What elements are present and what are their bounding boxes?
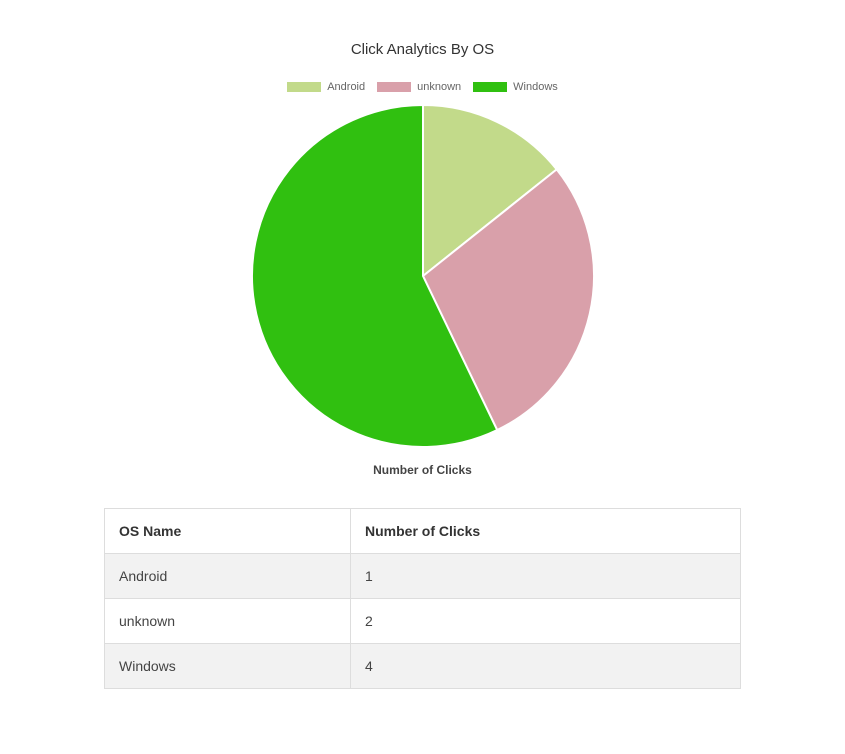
table-row: Windows 4 <box>104 643 741 689</box>
pie-slice-android[interactable] <box>422 103 559 279</box>
os-clicks-table: OS Name Number of Clicks Android 1 unkno… <box>104 508 741 689</box>
table-cell-clicks: 1 <box>350 553 741 599</box>
table-cell-clicks: 2 <box>350 598 741 644</box>
legend-item-unknown[interactable]: unknown <box>377 81 461 93</box>
table-cell-os-name: Windows <box>104 643 351 689</box>
pie-chart <box>251 103 595 448</box>
table-cell-os-name: unknown <box>104 598 351 644</box>
legend-label-android: Android <box>327 81 366 93</box>
legend-swatch-windows <box>473 82 508 92</box>
legend-swatch-android <box>287 82 322 92</box>
chart-legend: Android unknown Windows <box>0 81 845 93</box>
table-row: Android 1 <box>104 553 741 599</box>
chart-title: Click Analytics By OS <box>350 41 495 58</box>
column-header-number-of-clicks[interactable]: Number of Clicks <box>350 508 741 554</box>
table-cell-clicks: 4 <box>350 643 741 689</box>
pie-slice-unknown[interactable] <box>421 167 595 432</box>
table-header-row: OS Name Number of Clicks <box>104 508 741 554</box>
table-cell-os-name: Android <box>104 553 351 599</box>
legend-swatch-unknown <box>377 82 412 92</box>
legend-item-android[interactable]: Android <box>287 81 365 93</box>
legend-label-windows: Windows <box>513 81 558 93</box>
legend-label-unknown: unknown <box>417 81 462 93</box>
legend-item-windows[interactable]: Windows <box>473 81 558 93</box>
pie-slice-windows[interactable] <box>251 103 499 448</box>
column-header-os-name[interactable]: OS Name <box>104 508 351 554</box>
chart-axis-label: Number of Clicks <box>373 463 472 477</box>
table-row: unknown 2 <box>104 598 741 644</box>
